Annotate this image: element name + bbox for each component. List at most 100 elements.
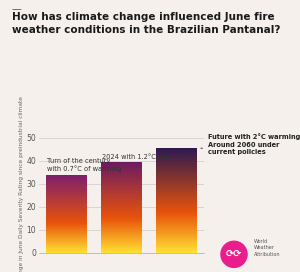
- Bar: [101, 190, 142, 191]
- Bar: [157, 222, 197, 223]
- Bar: [101, 227, 142, 228]
- Bar: [157, 252, 197, 253]
- Bar: [46, 248, 86, 249]
- Bar: [101, 246, 142, 247]
- Bar: [46, 198, 86, 199]
- Bar: [157, 218, 197, 219]
- Bar: [157, 182, 197, 183]
- Bar: [46, 205, 86, 206]
- Bar: [101, 166, 142, 167]
- Bar: [101, 244, 142, 245]
- Bar: [46, 182, 86, 183]
- Bar: [46, 231, 86, 232]
- Bar: [157, 155, 197, 156]
- Bar: [157, 163, 197, 164]
- Bar: [157, 231, 197, 232]
- Bar: [157, 148, 197, 149]
- Bar: [46, 235, 86, 236]
- Bar: [157, 196, 197, 197]
- Bar: [157, 238, 197, 239]
- Bar: [46, 220, 86, 221]
- Bar: [46, 214, 86, 215]
- Bar: [157, 159, 197, 160]
- Bar: [157, 157, 197, 158]
- Bar: [46, 204, 86, 205]
- Bar: [46, 236, 86, 237]
- Bar: [101, 242, 142, 243]
- Bar: [46, 185, 86, 186]
- Bar: [101, 212, 142, 213]
- Bar: [46, 246, 86, 247]
- Bar: [157, 250, 197, 251]
- Bar: [101, 226, 142, 227]
- Bar: [101, 204, 142, 205]
- Bar: [157, 176, 197, 177]
- Bar: [101, 196, 142, 197]
- Bar: [157, 181, 197, 182]
- Bar: [157, 149, 197, 150]
- Bar: [46, 215, 86, 216]
- Text: ⟳⟳: ⟳⟳: [226, 249, 242, 259]
- Bar: [46, 237, 86, 238]
- Bar: [46, 228, 86, 229]
- Bar: [157, 217, 197, 218]
- Bar: [101, 225, 142, 226]
- Text: Turn of the century
with 0.7°C of warming: Turn of the century with 0.7°C of warmin…: [47, 158, 122, 172]
- Bar: [101, 210, 142, 211]
- Bar: [157, 172, 197, 173]
- Bar: [157, 225, 197, 226]
- Bar: [101, 174, 142, 175]
- Bar: [101, 191, 142, 192]
- Bar: [157, 189, 197, 190]
- Bar: [101, 248, 142, 249]
- Bar: [46, 233, 86, 234]
- Bar: [157, 236, 197, 237]
- Bar: [101, 181, 142, 182]
- Bar: [46, 183, 86, 184]
- Bar: [101, 172, 142, 173]
- Bar: [101, 179, 142, 180]
- Bar: [101, 243, 142, 244]
- Bar: [157, 246, 197, 247]
- Bar: [157, 160, 197, 161]
- Bar: [101, 197, 142, 198]
- Bar: [46, 208, 86, 209]
- Bar: [157, 205, 197, 206]
- Bar: [157, 194, 197, 195]
- Bar: [101, 194, 142, 195]
- Bar: [157, 228, 197, 229]
- Bar: [157, 179, 197, 180]
- Text: How has climate change influenced June fire
weather conditions in the Brazilian : How has climate change influenced June f…: [12, 12, 280, 35]
- Bar: [157, 201, 197, 202]
- Bar: [46, 210, 86, 211]
- Bar: [157, 216, 197, 217]
- Bar: [157, 153, 197, 154]
- Bar: [101, 249, 142, 250]
- Bar: [46, 179, 86, 180]
- Bar: [157, 209, 197, 210]
- Bar: [101, 185, 142, 186]
- Bar: [101, 209, 142, 210]
- Bar: [101, 186, 142, 187]
- Bar: [101, 205, 142, 206]
- Bar: [101, 221, 142, 222]
- Bar: [101, 162, 142, 163]
- Bar: [157, 185, 197, 186]
- Bar: [157, 174, 197, 175]
- Bar: [157, 241, 197, 242]
- Bar: [101, 216, 142, 217]
- Bar: [157, 193, 197, 194]
- Bar: [46, 219, 86, 220]
- Bar: [101, 189, 142, 190]
- Bar: [101, 245, 142, 246]
- Bar: [157, 213, 197, 214]
- Circle shape: [221, 241, 247, 267]
- Bar: [46, 224, 86, 225]
- Bar: [101, 252, 142, 253]
- Bar: [46, 225, 86, 226]
- Bar: [101, 195, 142, 196]
- Bar: [101, 200, 142, 201]
- Bar: [46, 251, 86, 252]
- Text: —: —: [12, 4, 22, 14]
- Bar: [46, 196, 86, 197]
